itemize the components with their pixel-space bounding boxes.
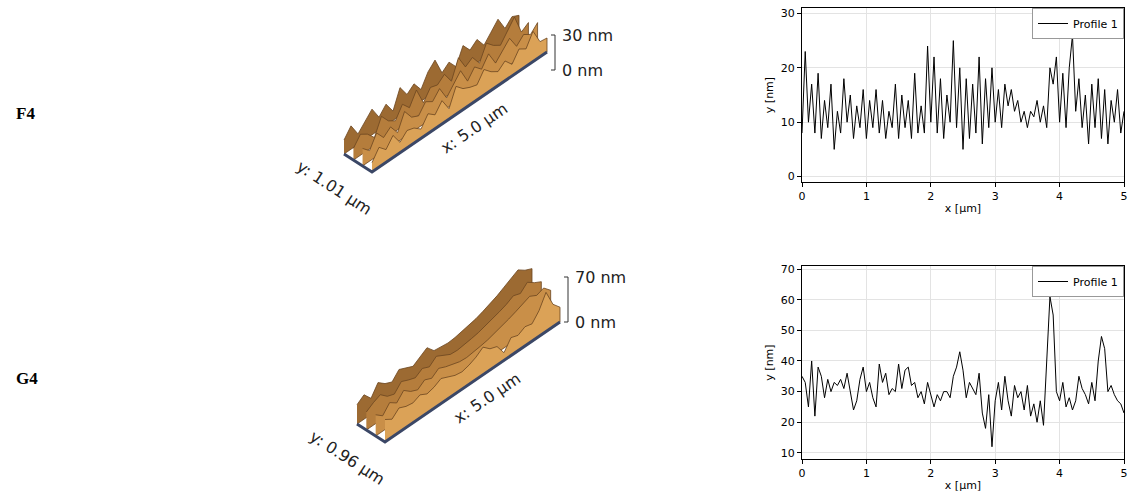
svg-text:y: 0.96 µm: y: 0.96 µm <box>306 427 388 489</box>
svg-text:30 nm: 30 nm <box>562 26 613 45</box>
svg-text:G4: G4 <box>16 369 38 388</box>
svg-text:0: 0 <box>799 467 806 480</box>
svg-text:0 nm: 0 nm <box>575 313 616 332</box>
svg-text:5: 5 <box>1121 467 1128 480</box>
svg-text:y [nm]: y [nm] <box>763 344 776 380</box>
svg-text:30: 30 <box>781 385 795 398</box>
svg-text:20: 20 <box>781 62 795 75</box>
svg-text:3: 3 <box>992 467 999 480</box>
svg-text:60: 60 <box>781 294 795 307</box>
svg-text:4: 4 <box>1056 467 1063 480</box>
svg-text:x: 5.0 µm: x: 5.0 µm <box>437 99 511 157</box>
svg-text:F4: F4 <box>16 104 35 123</box>
svg-text:3: 3 <box>992 190 999 203</box>
svg-text:y [nm]: y [nm] <box>763 77 776 113</box>
svg-text:2: 2 <box>927 467 934 480</box>
svg-text:30: 30 <box>781 7 795 20</box>
svg-text:70: 70 <box>781 263 795 276</box>
svg-text:0: 0 <box>799 190 806 203</box>
svg-text:Profile 1: Profile 1 <box>1073 276 1118 289</box>
svg-text:0 nm: 0 nm <box>562 61 603 80</box>
svg-text:1: 1 <box>863 190 870 203</box>
svg-text:70 nm: 70 nm <box>575 268 626 287</box>
svg-text:y: 1.01 µm: y: 1.01 µm <box>293 157 375 219</box>
svg-text:4: 4 <box>1056 190 1063 203</box>
svg-text:10: 10 <box>781 447 795 460</box>
svg-text:40: 40 <box>781 355 795 368</box>
svg-text:10: 10 <box>781 116 795 129</box>
svg-text:1: 1 <box>863 467 870 480</box>
svg-text:x: 5.0 µm: x: 5.0 µm <box>450 369 524 427</box>
svg-text:50: 50 <box>781 324 795 337</box>
svg-text:5: 5 <box>1121 190 1128 203</box>
svg-text:x [µm]: x [µm] <box>945 479 981 492</box>
svg-text:0: 0 <box>788 170 795 183</box>
svg-text:20: 20 <box>781 416 795 429</box>
svg-text:Profile 1: Profile 1 <box>1073 18 1118 31</box>
svg-text:x [µm]: x [µm] <box>945 202 981 215</box>
svg-text:2: 2 <box>927 190 934 203</box>
